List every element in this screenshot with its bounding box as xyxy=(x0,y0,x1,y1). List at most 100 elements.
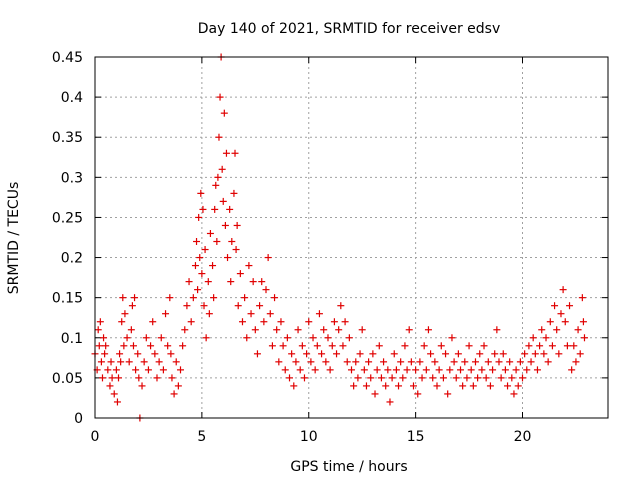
data-point xyxy=(427,350,435,358)
data-point xyxy=(471,358,479,366)
data-point xyxy=(249,278,257,286)
data-point xyxy=(435,366,443,374)
data-point xyxy=(292,358,300,366)
data-point xyxy=(407,358,415,366)
data-point xyxy=(437,342,445,350)
data-point xyxy=(202,334,210,342)
data-point xyxy=(232,246,240,254)
data-point xyxy=(478,366,486,374)
data-point xyxy=(177,366,184,374)
data-point xyxy=(266,310,274,318)
data-point xyxy=(309,334,317,342)
data-point xyxy=(469,382,477,390)
data-point xyxy=(448,334,456,342)
y-tick-label: 0.05 xyxy=(52,371,83,387)
data-point xyxy=(367,374,375,382)
data-point xyxy=(444,390,452,398)
data-point xyxy=(371,390,379,398)
data-point xyxy=(516,358,524,366)
data-point xyxy=(365,358,373,366)
data-point xyxy=(459,382,467,390)
data-point xyxy=(243,334,251,342)
data-point xyxy=(226,205,234,213)
data-point xyxy=(288,350,296,358)
data-point xyxy=(147,342,155,350)
data-point xyxy=(220,109,228,117)
data-point xyxy=(424,326,432,334)
data-point xyxy=(497,374,505,382)
data-point xyxy=(196,254,204,262)
data-point xyxy=(521,350,529,358)
data-point xyxy=(224,254,232,262)
data-point xyxy=(414,390,422,398)
data-point xyxy=(315,310,323,318)
data-point xyxy=(324,334,332,342)
data-point xyxy=(386,398,394,406)
data-point xyxy=(320,326,328,334)
chart-title: Day 140 of 2021, SRMTID for receiver eds… xyxy=(198,21,501,37)
data-point xyxy=(215,133,223,141)
data-point xyxy=(134,350,142,358)
data-point xyxy=(333,350,341,358)
data-point xyxy=(454,350,462,358)
data-point xyxy=(189,294,197,302)
data-point xyxy=(216,93,224,101)
data-point xyxy=(191,262,199,270)
data-point xyxy=(204,278,212,286)
data-point xyxy=(484,358,492,366)
data-point xyxy=(211,205,219,213)
data-point xyxy=(209,262,217,270)
tick-layer: 0 5 10 15 20 0 0.05 0.1 0.15 0.2 0.25 0.3 0.35 0.4 0.4… xyxy=(52,50,608,445)
data-point xyxy=(167,350,175,358)
data-point xyxy=(138,382,146,390)
data-point xyxy=(491,350,499,358)
data-point xyxy=(231,149,239,157)
data-point xyxy=(294,326,302,334)
data-point xyxy=(388,374,396,382)
data-point xyxy=(277,318,285,326)
data-point xyxy=(433,382,441,390)
data-point xyxy=(305,318,313,326)
data-point xyxy=(514,382,522,390)
data-point xyxy=(119,294,127,302)
data-point xyxy=(538,326,546,334)
data-point xyxy=(113,398,121,406)
data-point xyxy=(174,382,182,390)
data-point xyxy=(159,366,167,374)
data-point xyxy=(273,326,281,334)
data-point xyxy=(264,254,272,262)
data-point xyxy=(529,334,537,342)
y-tick-label: 0.2 xyxy=(61,251,83,267)
data-point xyxy=(164,342,172,350)
x-tick-label: 0 xyxy=(91,429,100,445)
data-point xyxy=(227,278,235,286)
x-axis-label: GPS time / hours xyxy=(290,459,407,475)
x-tick-label: 10 xyxy=(300,429,318,445)
x-tick-label: 5 xyxy=(197,429,206,445)
data-point xyxy=(392,366,400,374)
data-point xyxy=(322,358,330,366)
data-point xyxy=(480,342,488,350)
data-point xyxy=(373,366,381,374)
data-point xyxy=(153,374,161,382)
data-point xyxy=(544,358,552,366)
x-tick-label: 15 xyxy=(407,429,425,445)
data-point xyxy=(238,318,246,326)
data-point xyxy=(95,342,103,350)
data-point xyxy=(482,374,490,382)
data-point xyxy=(493,326,501,334)
x-tick-label: 20 xyxy=(514,429,532,445)
data-point xyxy=(214,173,222,181)
data-point xyxy=(201,246,209,254)
data-point xyxy=(559,286,567,294)
data-point xyxy=(352,358,360,366)
data-point xyxy=(360,366,368,374)
data-point xyxy=(144,366,152,374)
data-point xyxy=(422,366,430,374)
data-point xyxy=(461,358,469,366)
data-point xyxy=(546,318,554,326)
plot-frame xyxy=(94,56,609,419)
data-point xyxy=(499,350,507,358)
data-point xyxy=(303,350,311,358)
data-point xyxy=(97,358,105,366)
